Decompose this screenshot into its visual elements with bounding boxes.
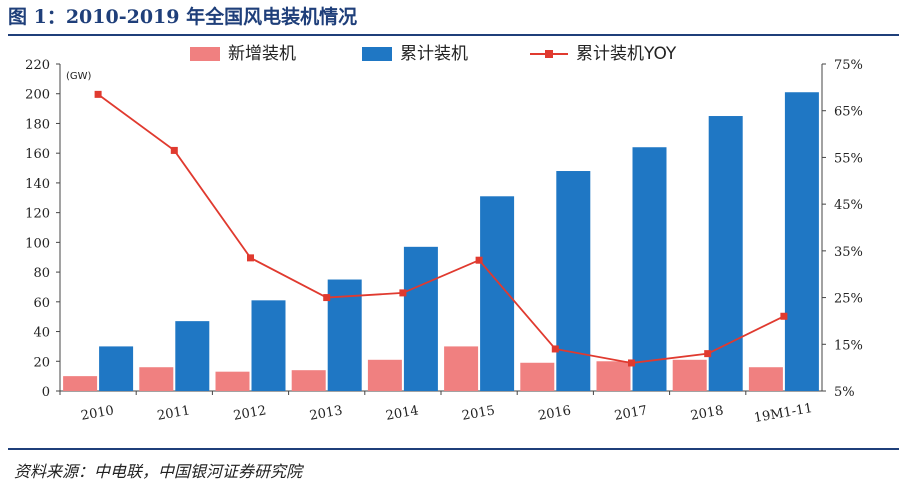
right-tick-label: 25%	[834, 292, 863, 307]
wind-capacity-chart: 0 20 40 60 80 100 120 140 160 180 200 220 5% 15% 25% 35…	[25, 44, 863, 426]
left-tick-label: 140	[25, 177, 50, 192]
x-tick-label: 2012	[232, 403, 267, 424]
yoy-point	[94, 90, 102, 98]
new-capacity-bar	[596, 361, 631, 391]
x-tick-label: 2013	[308, 403, 343, 424]
x-tick-label: 19M1-11	[753, 401, 814, 426]
legend-marker-yoy	[545, 50, 553, 58]
left-tick-label: 180	[25, 117, 50, 132]
yoy-point	[399, 289, 407, 297]
yoy-line	[97, 93, 785, 364]
right-tick-label: 15%	[834, 338, 863, 353]
source-note: 资料来源：中电联，中国银河证券研究院	[14, 462, 303, 481]
legend-swatch-cumulative	[362, 47, 392, 61]
new-capacity-bar	[672, 359, 707, 391]
left-tick-label: 220	[25, 58, 50, 73]
cumulative-capacity-bars	[99, 92, 819, 391]
new-capacity-bar	[215, 371, 250, 391]
new-capacity-bar	[291, 370, 326, 391]
yoy-point	[551, 345, 559, 353]
x-tick-label: 2017	[613, 403, 648, 424]
yoy-point	[475, 256, 483, 264]
figure-title: 图 1：2010-2019 年全国风电装机情况	[8, 6, 358, 28]
left-tick-label: 0	[42, 385, 50, 400]
new-capacity-bar	[748, 367, 783, 391]
left-tick-label: 40	[33, 326, 50, 341]
new-capacity-bar	[367, 359, 402, 391]
right-tick-label: 45%	[834, 198, 863, 213]
legend-label-new: 新增装机	[228, 44, 296, 64]
new-capacity-bar	[444, 346, 479, 391]
yoy-point	[247, 254, 254, 262]
right-tick-label: 5%	[834, 385, 855, 400]
left-tick-label: 20	[33, 355, 50, 370]
cumulative-capacity-bar	[556, 171, 591, 391]
cumulative-capacity-bar	[632, 147, 667, 391]
legend-label-cumulative: 累计装机	[400, 44, 468, 64]
left-tick-label: 200	[25, 88, 50, 103]
x-tick-label: 2018	[689, 403, 724, 424]
legend: 新增装机 累计装机 累计装机YOY	[190, 44, 677, 64]
right-tick-label: 75%	[834, 58, 863, 73]
x-tick-label: 2016	[537, 403, 572, 424]
right-tick-label: 65%	[834, 105, 863, 120]
right-tick-label: 55%	[834, 151, 863, 166]
left-tick-label: 100	[25, 236, 50, 251]
x-tick-label: 2011	[156, 403, 191, 424]
yoy-point	[170, 146, 178, 154]
cumulative-capacity-bar	[251, 300, 286, 391]
legend-swatch-new	[190, 47, 220, 61]
left-tick-label: 60	[33, 296, 50, 311]
new-capacity-bar	[139, 367, 174, 391]
cumulative-capacity-bar	[99, 346, 134, 391]
cumulative-capacity-bar	[327, 279, 362, 391]
cumulative-capacity-bar	[403, 246, 438, 391]
left-tick-label: 120	[25, 207, 50, 222]
right-tick-label: 35%	[834, 245, 863, 260]
bottom-divider	[8, 448, 899, 450]
cumulative-capacity-bar	[480, 196, 515, 391]
legend-label-yoy: 累计装机YOY	[576, 44, 677, 64]
cumulative-capacity-bar	[175, 321, 210, 391]
top-divider	[8, 34, 899, 36]
yoy-point	[704, 350, 712, 358]
yoy-point	[780, 312, 788, 320]
new-capacity-bar	[63, 376, 98, 391]
yoy-line-series	[94, 90, 788, 367]
new-capacity-bar	[520, 362, 555, 391]
yoy-point	[628, 359, 635, 367]
x-tick-label: 2015	[461, 403, 496, 424]
cumulative-capacity-bar	[784, 92, 819, 391]
x-tick-label: 2010	[80, 403, 115, 424]
left-axis-unit: (GW)	[66, 71, 92, 82]
yoy-point	[323, 294, 331, 302]
new-capacity-bars	[63, 346, 783, 391]
left-tick-label: 80	[33, 266, 50, 281]
x-tick-label: 2014	[385, 403, 420, 424]
left-tick-label: 160	[25, 147, 50, 162]
